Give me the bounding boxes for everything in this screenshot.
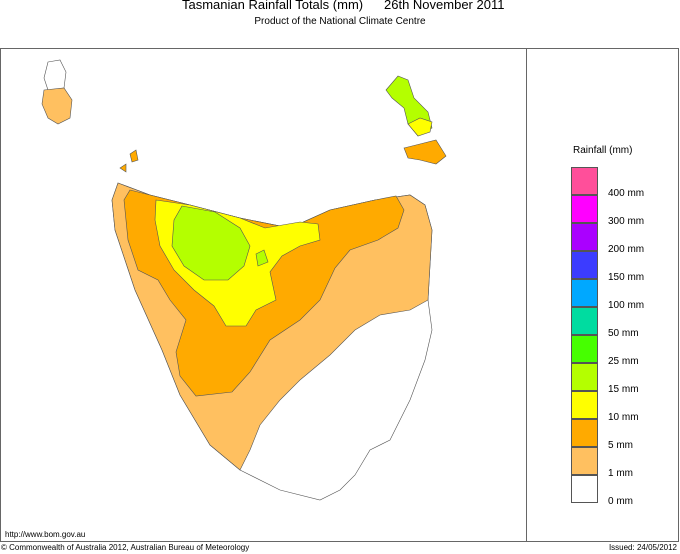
flinders-island-10mm xyxy=(407,117,433,137)
legend-label: 10 mm xyxy=(608,412,639,423)
legend-swatch xyxy=(571,419,598,447)
map-frame xyxy=(0,48,679,542)
legend-label: 1 mm xyxy=(608,468,633,479)
legend-label: 50 mm xyxy=(608,328,639,339)
legend-swatch xyxy=(571,223,598,251)
legend-label: 200 mm xyxy=(608,244,645,255)
legend-swatch xyxy=(571,335,598,363)
legend-divider xyxy=(526,48,527,542)
legend-swatch xyxy=(571,307,598,335)
legend-swatch xyxy=(571,363,598,391)
cape-barren-island-5mm xyxy=(403,139,447,165)
small-island-5mm xyxy=(119,149,139,173)
tasmania-rainfall-map xyxy=(41,59,447,501)
legend-swatch xyxy=(571,447,598,475)
legend-label: 100 mm xyxy=(608,300,645,311)
legend-swatch xyxy=(571,391,598,419)
legend-label: 300 mm xyxy=(608,216,645,227)
map-date: 26th November 2011 xyxy=(384,0,505,12)
legend-swatch xyxy=(571,195,598,223)
source-url[interactable]: http://www.bom.gov.au xyxy=(5,530,86,539)
legend-label: 0 mm xyxy=(608,496,633,507)
copyright-notice: © Commonwealth of Australia 2012, Austra… xyxy=(1,543,250,552)
legend-swatch xyxy=(571,251,598,279)
legend-label: 150 mm xyxy=(608,272,645,283)
issued-date: Issued: 24/05/2012 xyxy=(608,543,677,552)
legend-swatch xyxy=(571,279,598,307)
legend-label: 400 mm xyxy=(608,188,645,199)
legend-label: 15 mm xyxy=(608,384,639,395)
legend-label: 25 mm xyxy=(608,356,639,367)
rainfall-15mm-region xyxy=(171,205,269,281)
king-island-white xyxy=(43,59,67,91)
legend-swatch xyxy=(571,167,598,195)
king-island-1mm xyxy=(41,87,73,125)
legend-label: 5 mm xyxy=(608,440,633,451)
legend-title: Rainfall (mm) xyxy=(573,145,633,156)
map-subtitle: Product of the National Climate Centre xyxy=(254,16,426,27)
map-title: Tasmanian Rainfall Totals (mm) xyxy=(182,0,364,12)
legend-swatch xyxy=(571,475,598,503)
